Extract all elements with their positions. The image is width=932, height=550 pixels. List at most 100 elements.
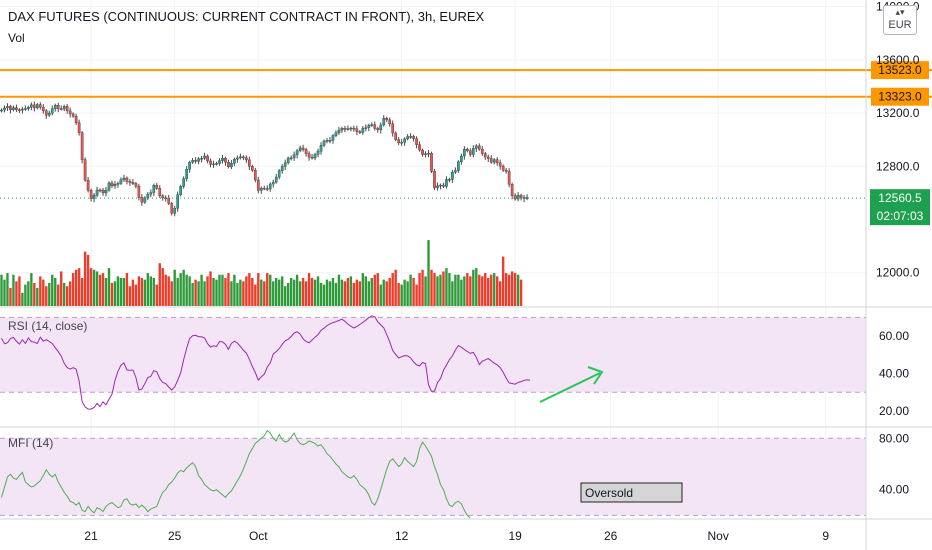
candle-body xyxy=(242,156,245,159)
candle-body xyxy=(98,189,102,192)
rsi-line xyxy=(1,315,531,410)
volume-bar xyxy=(445,268,448,306)
candle-body xyxy=(474,145,478,149)
candle-body xyxy=(107,182,111,191)
price-tick-label: 12800.0 xyxy=(876,159,920,173)
candle-body xyxy=(286,157,290,164)
candle-body xyxy=(346,128,350,130)
annotations[interactable]: Oversold xyxy=(539,366,683,503)
candle-body xyxy=(35,104,39,109)
candle-body xyxy=(122,177,126,180)
candle-body xyxy=(298,147,302,151)
volume-bar xyxy=(316,276,320,306)
candle-body xyxy=(92,195,96,199)
volume-bar xyxy=(30,273,33,306)
volume-bar xyxy=(227,273,230,306)
currency-button[interactable]: ▴▾ EUR xyxy=(883,5,917,35)
candle-body xyxy=(224,157,227,163)
volume-bar xyxy=(63,282,66,306)
candle-body xyxy=(113,184,117,187)
candle-body xyxy=(27,107,30,109)
candle-body xyxy=(206,155,209,162)
volume-bar xyxy=(457,274,460,306)
volume-bar xyxy=(200,274,203,306)
volume-bar xyxy=(289,278,293,306)
candle-body xyxy=(310,156,314,159)
x-tick-label: 25 xyxy=(168,529,182,543)
price-level-label: 13523.0 xyxy=(878,63,922,77)
candle-body xyxy=(44,110,48,116)
candle-body xyxy=(307,153,311,158)
volume-bar xyxy=(519,279,523,306)
candle-body xyxy=(21,108,24,111)
price-level-tag xyxy=(871,87,929,106)
candle-body xyxy=(101,190,105,194)
candle-body xyxy=(155,184,159,189)
volume-bar xyxy=(328,281,332,306)
volume-bar xyxy=(242,281,245,306)
candle-body xyxy=(65,106,69,112)
volume-bar xyxy=(197,281,200,306)
candle-body xyxy=(131,182,135,184)
volume-bar xyxy=(298,281,302,306)
price-level-lines[interactable]: 13523.0 13323.0 12560.5 02:07:03 xyxy=(0,61,932,226)
volume-bar xyxy=(191,282,194,306)
candle-body xyxy=(83,159,87,181)
candle-body xyxy=(385,118,389,121)
candle-body xyxy=(397,139,400,144)
volume-bar xyxy=(439,274,442,306)
candle-body xyxy=(283,162,287,167)
candle-body xyxy=(334,132,338,136)
candle-body xyxy=(271,181,275,185)
candle-body xyxy=(128,181,132,183)
candle-body xyxy=(161,195,165,199)
candle-body xyxy=(209,160,212,165)
x-tick-label: 19 xyxy=(508,529,522,543)
candle-body xyxy=(513,195,517,200)
volume-bar xyxy=(83,251,87,306)
volume-bar xyxy=(80,278,84,306)
volume-bar xyxy=(167,276,170,306)
candle-body xyxy=(394,132,398,140)
volume-bar xyxy=(313,279,317,306)
candle-body xyxy=(466,149,469,151)
volume-bar xyxy=(415,284,418,306)
candle-body xyxy=(480,148,484,154)
candle-body xyxy=(233,158,236,164)
candle-body xyxy=(134,183,138,187)
grid xyxy=(0,0,866,518)
volume-bar xyxy=(361,273,365,306)
volume-bar xyxy=(501,256,505,306)
volume-bar xyxy=(71,273,75,306)
volume-bar xyxy=(173,269,176,306)
mfi-line xyxy=(1,429,471,519)
candle-body xyxy=(167,197,171,204)
volume-bar xyxy=(436,276,439,306)
volume-bar xyxy=(448,273,451,306)
volume-bar xyxy=(466,273,469,306)
candle-body xyxy=(507,171,511,185)
volume-bar xyxy=(176,278,179,306)
volume-bar xyxy=(484,273,487,306)
volume-bar xyxy=(24,284,27,306)
candle-body xyxy=(116,183,120,185)
candle-body xyxy=(442,184,445,187)
candle-body xyxy=(62,106,66,110)
volume-bar xyxy=(110,282,114,306)
candle-body xyxy=(227,161,230,168)
candle-body xyxy=(188,162,191,170)
volume-bar xyxy=(0,274,3,306)
candle-body xyxy=(373,124,377,129)
candle-body xyxy=(468,150,472,155)
mfi-tick-label: 80.00 xyxy=(879,431,909,445)
volume-bar xyxy=(206,276,209,306)
volume-bar xyxy=(487,278,490,306)
volume-bar xyxy=(472,269,475,306)
candle-body xyxy=(38,104,42,108)
volume-bar xyxy=(77,268,81,306)
candle-body xyxy=(492,159,496,163)
candle-body xyxy=(382,118,386,126)
volume-bar xyxy=(352,282,356,306)
volume-bar xyxy=(454,274,457,306)
